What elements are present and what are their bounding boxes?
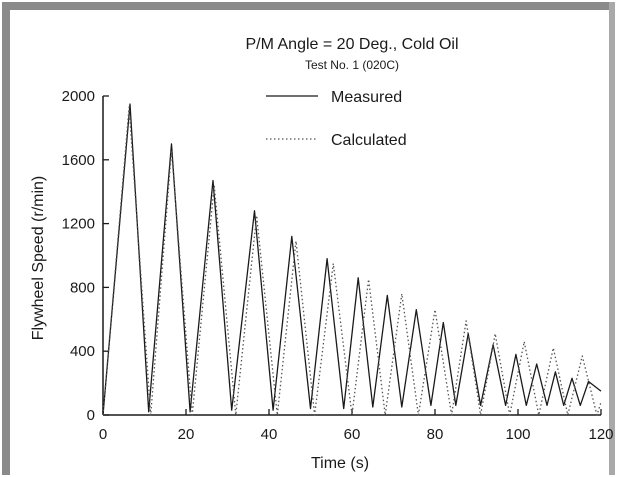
chart-subtitle: Test No. 1 (020C) xyxy=(305,58,399,72)
y-tick-label: 1200 xyxy=(62,216,95,233)
legend-calculated-label: Calculated xyxy=(331,132,407,149)
frame-top-border xyxy=(2,2,615,10)
y-tick-label: 400 xyxy=(70,343,95,360)
x-tick-label: 60 xyxy=(344,426,361,443)
x-tick-label: 80 xyxy=(427,426,444,443)
series-lines xyxy=(102,103,602,416)
x-tick-label: 0 xyxy=(99,426,107,443)
x-tick-label: 120 xyxy=(588,426,613,443)
series-line-measured xyxy=(102,103,602,416)
x-axis-label: Time (s) xyxy=(311,455,369,472)
y-ticks: 0 400 800 1200 1600 2000 xyxy=(62,88,109,424)
frame-right-border xyxy=(609,2,615,475)
chart-title: P/M Angle = 20 Deg., Cold Oil xyxy=(246,36,459,53)
x-tick-label: 40 xyxy=(261,426,278,443)
y-tick-label: 800 xyxy=(70,279,95,296)
legend: Measured Calculated xyxy=(266,89,407,149)
x-tick-label: 100 xyxy=(505,426,530,443)
series-line-calculated xyxy=(102,106,602,416)
y-tick-label: 1600 xyxy=(62,152,95,169)
y-axis-label: Flywheel Speed (r/min) xyxy=(30,176,47,341)
x-ticks: 0 20 40 60 80 100 120 xyxy=(99,409,614,443)
y-tick-label: 0 xyxy=(87,407,95,424)
legend-measured-label: Measured xyxy=(331,89,402,106)
y-tick-label: 2000 xyxy=(62,88,95,105)
x-tick-label: 20 xyxy=(178,426,195,443)
frame-left-border xyxy=(2,2,10,475)
